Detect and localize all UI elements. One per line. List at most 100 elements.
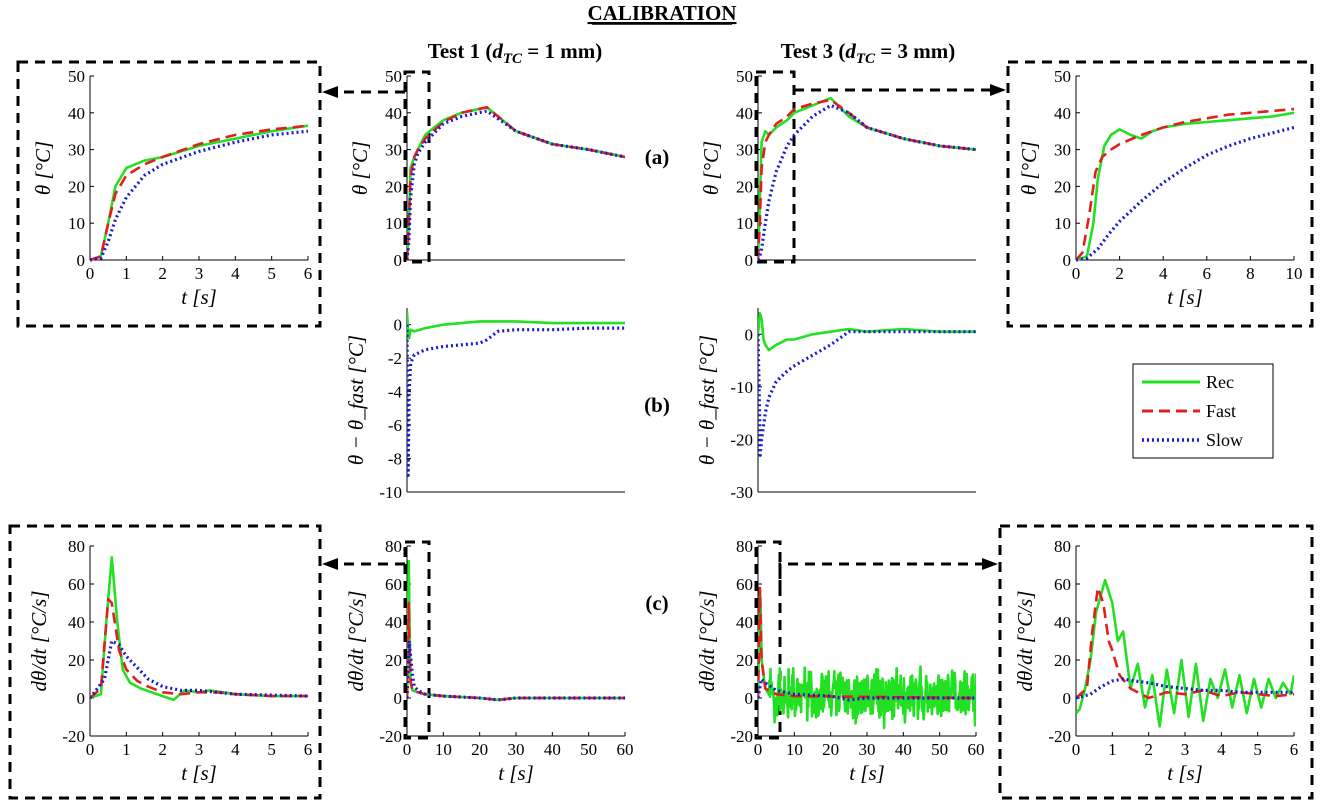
x-tick-label: 1 [122, 264, 131, 283]
x-tick-label: 1 [122, 740, 131, 759]
x-tick-label: 8 [1246, 264, 1255, 283]
y-tick-label: 0 [77, 689, 86, 708]
chart-a3_zoom: 0 10 20 30 40 50 0 2 4 6 8 10 t [s] θ [°C] [1017, 67, 1303, 309]
y-tick-label: 60 [1054, 575, 1071, 594]
series-fast-line [90, 124, 308, 262]
y-tick-label: 0 [77, 251, 86, 270]
x-tick-label: 2 [1144, 740, 1153, 759]
legend-label-slow: Slow [1206, 430, 1243, 450]
series-rec-line [758, 588, 976, 730]
series-rec-line [407, 106, 625, 261]
series-group [407, 559, 625, 702]
series-fast-line [90, 597, 308, 699]
series-rec-line [758, 96, 976, 261]
x-axis-label: t [s] [1167, 285, 1203, 309]
x-tick-label: 4 [231, 264, 240, 283]
chart-a1_zoom: 0 10 20 30 40 50 0 1 2 3 4 5 6 t [s] θ [°C] [31, 67, 312, 309]
y-tick-label: 40 [385, 104, 402, 123]
x-tick-label: 0 [754, 740, 763, 759]
x-tick-label: 3 [1181, 740, 1190, 759]
callout-arrow-a3 [794, 84, 1006, 96]
x-tick-label: 30 [508, 740, 525, 759]
y-tick-label: -10 [730, 378, 753, 397]
y-tick-label: 30 [736, 141, 753, 160]
y-tick-label: -4 [388, 383, 403, 402]
y-tick-label: 20 [385, 651, 402, 670]
inset-box-a1 [403, 70, 431, 264]
series-group [1076, 578, 1294, 728]
x-tick-label: 3 [195, 740, 204, 759]
x-tick-label: 0 [403, 740, 412, 759]
zoom-frame-a3 [1006, 60, 1314, 328]
y-tick-label: 30 [68, 141, 85, 160]
y-tick-label: 20 [385, 177, 402, 196]
series-rec-line [90, 124, 308, 262]
y-tick-label: -20 [1048, 727, 1071, 746]
x-tick-label: 6 [304, 740, 313, 759]
y-tick-label: 50 [68, 67, 85, 86]
series-group [1076, 107, 1294, 262]
y-axis-label: θ [°C] [1017, 141, 1041, 195]
y-tick-label: 0 [745, 251, 754, 270]
series-group [758, 586, 976, 730]
series-fast-line [758, 98, 976, 261]
y-tick-label: 50 [385, 67, 402, 86]
y-tick-label: 20 [736, 177, 753, 196]
x-tick-label: 0 [1072, 740, 1081, 759]
x-tick-label: 20 [471, 740, 488, 759]
legend: Rec Fast Slow [1132, 363, 1274, 459]
y-axis-label: dθ/dt [°C/s] [695, 591, 719, 692]
y-tick-label: 80 [385, 537, 402, 556]
x-tick-label: 2 [1115, 264, 1124, 283]
x-tick-label: 30 [859, 740, 876, 759]
series-group [90, 124, 308, 262]
y-tick-label: 40 [1054, 613, 1071, 632]
chart-a3_full: 0 10 20 30 40 50 θ [°C] [699, 67, 976, 270]
series-rec-line [1076, 111, 1294, 262]
y-tick-label: 40 [736, 104, 753, 123]
x-tick-label: 6 [304, 264, 313, 283]
y-tick-label: 0 [394, 316, 403, 335]
y-tick-label: 20 [736, 651, 753, 670]
y-tick-label: 20 [1054, 651, 1071, 670]
y-tick-label: 10 [1054, 214, 1071, 233]
y-axis-label: θ [°C] [31, 141, 55, 195]
x-tick-label: 50 [580, 740, 597, 759]
y-tick-label: 0 [745, 325, 754, 344]
x-tick-label: 2 [158, 740, 167, 759]
x-tick-label: 3 [195, 264, 204, 283]
x-axis-label: t [s] [181, 761, 217, 785]
y-tick-label: 0 [394, 251, 403, 270]
x-tick-label: 60 [617, 740, 634, 759]
y-tick-label: 60 [68, 575, 85, 594]
legend-box [1132, 363, 1274, 459]
y-axis-label: dθ/dt [°C/s] [1013, 591, 1037, 692]
x-tick-label: 10 [1286, 264, 1303, 283]
y-tick-label: 30 [1054, 141, 1071, 160]
y-tick-label: 0 [394, 689, 403, 708]
series-rec-line [1076, 578, 1294, 728]
inset-box-a3 [754, 70, 796, 264]
y-axis-label: θ [°C] [699, 141, 723, 195]
chart-b3: -30 -20 -10 0 θ − θ_fast [°C] [695, 308, 976, 502]
y-tick-label: -20 [62, 727, 85, 746]
y-tick-label: 10 [736, 214, 753, 233]
x-axis-label: t [s] [849, 761, 885, 785]
zoom-frame-c3 [998, 524, 1314, 800]
x-tick-label: 5 [267, 740, 276, 759]
x-tick-label: 4 [1159, 264, 1168, 283]
y-tick-label: 0 [1063, 689, 1072, 708]
y-tick-label: 0 [1063, 251, 1072, 270]
x-tick-label: 1 [1108, 740, 1117, 759]
y-axis-label: θ [°C] [348, 141, 372, 195]
inset-box-c3 [754, 540, 782, 740]
y-tick-label: -30 [730, 483, 753, 502]
row-label-a: (a) [645, 145, 670, 169]
chart-b1: -10 -8 -6 -4 -2 0 θ − θ_fast [°C] [344, 308, 625, 502]
series-fast-line [407, 601, 625, 702]
